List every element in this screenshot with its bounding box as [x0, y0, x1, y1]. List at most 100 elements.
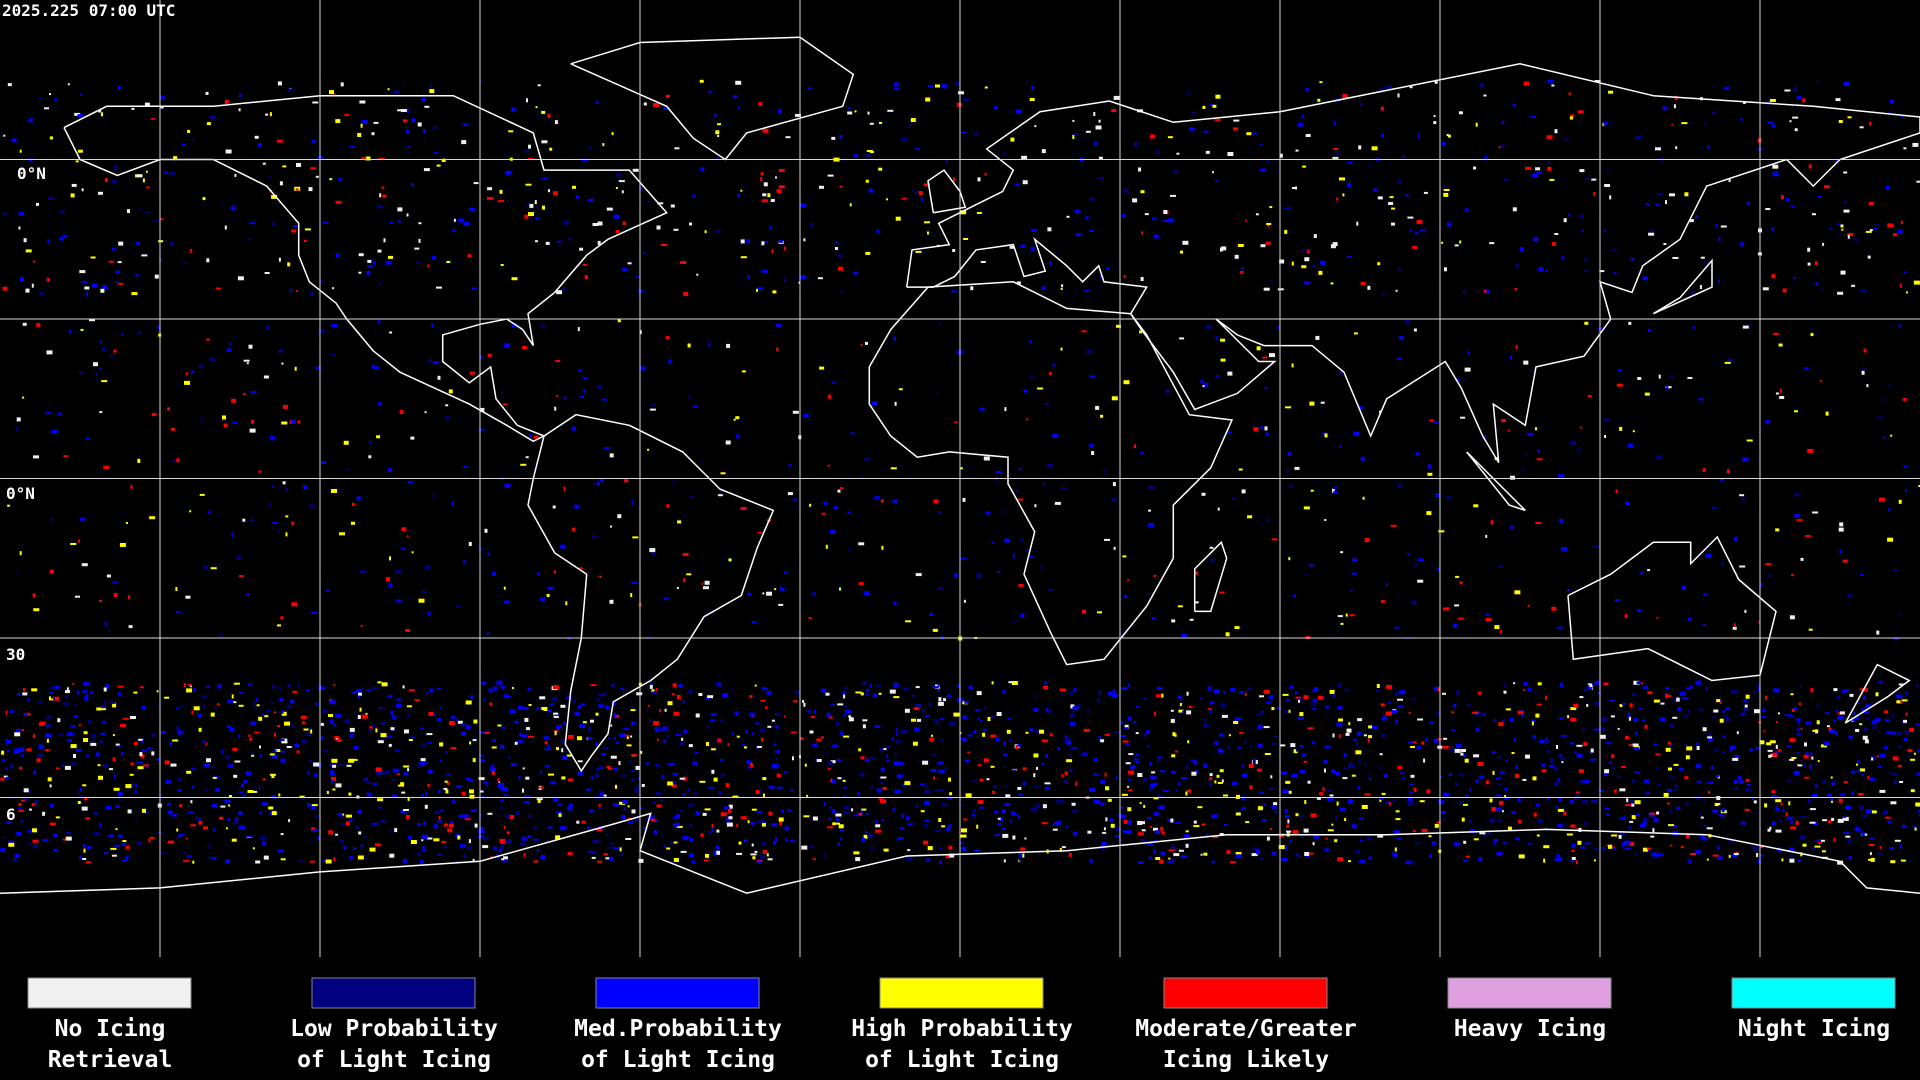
- speckle: [1698, 398, 1705, 401]
- speckle: [1257, 743, 1263, 748]
- speckle: [1566, 588, 1570, 592]
- speckle: [104, 178, 108, 183]
- speckle: [422, 743, 427, 748]
- speckle: [274, 732, 276, 737]
- speckle: [2, 286, 8, 291]
- speckle: [627, 805, 630, 808]
- speckle: [1168, 857, 1171, 860]
- speckle: [488, 688, 493, 693]
- speckle: [864, 830, 867, 834]
- speckle: [1022, 782, 1026, 786]
- speckle: [812, 743, 818, 747]
- speckle: [1147, 745, 1150, 748]
- speckle: [75, 595, 80, 598]
- speckle: [1162, 790, 1169, 792]
- speckle: [1433, 421, 1439, 424]
- speckle: [1839, 522, 1844, 527]
- speckle: [331, 776, 336, 781]
- speckle: [778, 169, 785, 172]
- speckle: [360, 123, 363, 128]
- speckle: [225, 755, 230, 760]
- speckle: [290, 699, 295, 704]
- speckle: [1052, 363, 1055, 367]
- speckle: [1873, 227, 1878, 230]
- speckle: [1859, 688, 1865, 691]
- speckle: [1703, 824, 1706, 827]
- speckle: [754, 684, 757, 687]
- speckle: [472, 758, 476, 763]
- speckle: [679, 777, 685, 780]
- speckle: [440, 759, 443, 762]
- speckle: [233, 774, 238, 778]
- speckle: [487, 187, 493, 191]
- speckle: [1404, 194, 1409, 197]
- speckle: [1193, 761, 1197, 765]
- speckle: [246, 592, 250, 596]
- speckle: [740, 507, 747, 510]
- speckle: [1211, 860, 1216, 863]
- speckle: [1619, 704, 1623, 707]
- legend-label: of Light Icing: [581, 1047, 775, 1073]
- speckle: [1851, 284, 1856, 287]
- speckle: [634, 789, 639, 794]
- speckle: [1018, 852, 1025, 857]
- speckle: [1602, 846, 1605, 851]
- speckle: [329, 178, 333, 181]
- speckle: [912, 189, 915, 192]
- speckle: [984, 172, 987, 176]
- speckle: [667, 781, 674, 786]
- speckle: [1665, 687, 1670, 690]
- speckle: [427, 359, 433, 363]
- speckle: [1696, 780, 1702, 783]
- speckle: [1107, 692, 1112, 695]
- speckle: [389, 221, 393, 224]
- speckle: [532, 838, 539, 841]
- speckle: [994, 810, 999, 814]
- speckle: [238, 692, 243, 694]
- speckle: [193, 706, 200, 711]
- speckle: [131, 107, 135, 110]
- speckle: [377, 681, 382, 684]
- speckle: [222, 415, 226, 420]
- speckle: [1451, 711, 1455, 714]
- speckle: [1894, 637, 1900, 641]
- speckle: [1556, 626, 1563, 629]
- speckle: [842, 779, 846, 782]
- speckle: [55, 816, 60, 819]
- speckle: [763, 182, 768, 187]
- speckle: [1030, 807, 1037, 812]
- speckle: [1523, 689, 1526, 692]
- speckle: [1417, 718, 1424, 721]
- speckle: [1706, 827, 1713, 830]
- speckle: [937, 701, 944, 706]
- speckle: [1455, 782, 1457, 785]
- speckle: [1467, 704, 1471, 707]
- speckle: [1537, 449, 1541, 453]
- speckle: [577, 736, 582, 741]
- speckle: [1259, 143, 1263, 146]
- speckle: [564, 396, 567, 400]
- speckle: [1052, 828, 1058, 831]
- speckle: [725, 783, 730, 788]
- speckle: [1671, 123, 1674, 126]
- icing-speckles: [0, 79, 1920, 865]
- speckle: [682, 776, 687, 781]
- speckle: [1356, 731, 1361, 736]
- speckle: [1515, 263, 1519, 268]
- speckle: [115, 828, 118, 831]
- speckle: [563, 220, 570, 225]
- speckle: [602, 747, 609, 750]
- speckle: [1520, 247, 1525, 252]
- speckle: [1332, 733, 1335, 738]
- speckle: [1859, 574, 1864, 576]
- speckle: [407, 713, 410, 718]
- speckle: [1391, 222, 1395, 226]
- speckle: [137, 841, 143, 846]
- speckle: [1208, 708, 1212, 711]
- speckle: [1870, 837, 1875, 840]
- speckle: [360, 570, 366, 573]
- speckle: [1186, 691, 1189, 696]
- speckle: [59, 210, 65, 214]
- speckle: [1905, 712, 1908, 716]
- speckle: [825, 692, 830, 696]
